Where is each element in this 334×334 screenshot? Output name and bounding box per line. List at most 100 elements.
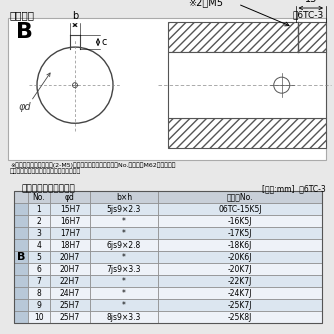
Text: ※2－M5: ※2－M5	[188, 0, 223, 7]
Text: 7js9×3.3: 7js9×3.3	[107, 265, 141, 274]
Bar	[28, 191, 50, 203]
Bar	[90, 203, 158, 215]
Bar	[90, 191, 158, 203]
Bar	[28, 203, 50, 215]
Bar	[90, 227, 158, 239]
Text: 5: 5	[36, 253, 41, 262]
Bar	[90, 287, 158, 299]
Bar	[50, 215, 90, 227]
Bar	[14, 287, 28, 299]
Bar	[158, 263, 322, 275]
Text: -16K5J: -16K5J	[228, 217, 252, 226]
Bar	[50, 239, 90, 251]
Text: ※セットボルト用タップ(2-M5)が必要な場合は左記コードNo.の末尾にM62を付ける。: ※セットボルト用タップ(2-M5)が必要な場合は左記コードNo.の末尾にM62を…	[10, 162, 175, 168]
Text: b: b	[72, 11, 78, 21]
Bar	[28, 287, 50, 299]
Text: 20H7: 20H7	[60, 253, 80, 262]
Text: φd: φd	[65, 193, 75, 202]
Bar	[14, 191, 28, 203]
Text: -20K6J: -20K6J	[228, 253, 252, 262]
Bar	[90, 275, 158, 287]
Text: *: *	[122, 289, 126, 298]
Text: 9: 9	[36, 301, 41, 310]
Bar	[50, 299, 90, 311]
Text: *: *	[122, 229, 126, 238]
Bar	[28, 263, 50, 275]
Bar	[50, 191, 90, 203]
Text: B: B	[17, 252, 25, 262]
Text: 10: 10	[34, 313, 44, 322]
Bar	[14, 227, 28, 239]
Bar	[28, 299, 50, 311]
Text: b×h: b×h	[116, 193, 132, 202]
Text: （セットボルトは付属されていません。）: （セットボルトは付属されていません。）	[10, 168, 81, 174]
Bar	[8, 18, 326, 160]
Bar	[158, 311, 322, 323]
Text: 25H7: 25H7	[60, 313, 80, 322]
Bar	[14, 239, 28, 251]
Bar	[158, 227, 322, 239]
Bar	[168, 52, 326, 118]
Text: 15H7: 15H7	[60, 205, 80, 214]
Text: コードNo.: コードNo.	[227, 193, 253, 202]
Text: φd: φd	[19, 102, 32, 112]
Text: 軸穴形状コード一覧表: 軸穴形状コード一覧表	[22, 184, 76, 193]
Text: 16H7: 16H7	[60, 217, 80, 226]
Text: -24K7J: -24K7J	[228, 289, 252, 298]
Bar	[50, 263, 90, 275]
Bar	[90, 215, 158, 227]
Bar	[168, 118, 326, 148]
Text: 軸穴形状: 軸穴形状	[10, 10, 35, 20]
Text: -22K7J: -22K7J	[228, 277, 252, 286]
Bar	[14, 191, 322, 323]
Text: 1: 1	[37, 205, 41, 214]
Text: *: *	[122, 253, 126, 262]
Text: 06TC-15K5J: 06TC-15K5J	[218, 205, 262, 214]
Text: c: c	[102, 37, 107, 47]
Bar	[14, 263, 28, 275]
Text: 8: 8	[37, 289, 41, 298]
Text: 6: 6	[36, 265, 41, 274]
Bar	[28, 215, 50, 227]
Bar	[50, 311, 90, 323]
Bar	[28, 239, 50, 251]
Bar	[14, 275, 28, 287]
Bar	[168, 22, 326, 52]
Bar	[50, 287, 90, 299]
Bar	[28, 251, 50, 263]
Bar	[158, 251, 322, 263]
Bar	[50, 227, 90, 239]
Bar	[158, 275, 322, 287]
Text: 24H7: 24H7	[60, 289, 80, 298]
Text: 20H7: 20H7	[60, 265, 80, 274]
Bar	[28, 275, 50, 287]
Text: -17K5J: -17K5J	[228, 229, 252, 238]
Text: 22H7: 22H7	[60, 277, 80, 286]
Text: 25H7: 25H7	[60, 301, 80, 310]
Text: -18K6J: -18K6J	[228, 241, 252, 250]
Bar	[90, 239, 158, 251]
Bar	[14, 311, 28, 323]
Bar	[90, 299, 158, 311]
Bar	[50, 203, 90, 215]
Bar	[158, 287, 322, 299]
Text: -25K8J: -25K8J	[228, 313, 252, 322]
Bar	[14, 215, 28, 227]
Bar	[14, 251, 28, 263]
Text: B: B	[16, 22, 33, 42]
Text: 8js9×3.3: 8js9×3.3	[107, 313, 141, 322]
Text: [単位:mm]  表6TC-3: [単位:mm] 表6TC-3	[262, 184, 326, 193]
Text: *: *	[122, 217, 126, 226]
Text: 2: 2	[37, 217, 41, 226]
Bar	[50, 275, 90, 287]
Text: 17H7: 17H7	[60, 229, 80, 238]
Text: 図6TC-3: 図6TC-3	[293, 10, 324, 19]
Bar	[90, 311, 158, 323]
Bar	[28, 311, 50, 323]
Bar	[14, 299, 28, 311]
Bar	[158, 299, 322, 311]
Text: 4: 4	[36, 241, 41, 250]
Text: 7: 7	[36, 277, 41, 286]
Text: 5js9×2.3: 5js9×2.3	[107, 205, 141, 214]
Text: No.: No.	[33, 193, 45, 202]
